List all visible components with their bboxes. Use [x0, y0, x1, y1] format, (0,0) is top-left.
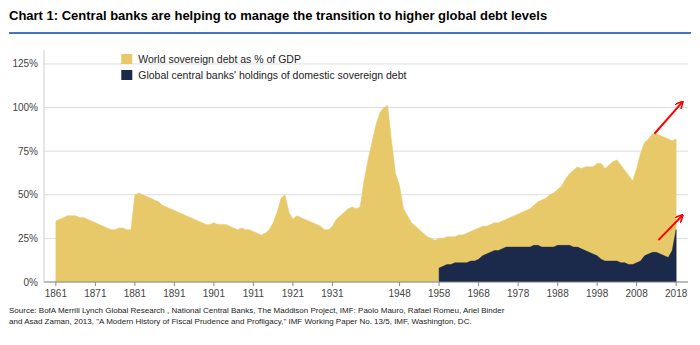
- x-tick-label: 1891: [163, 288, 186, 299]
- arrow: [658, 216, 682, 240]
- x-tick: [134, 282, 135, 286]
- x-tick: [597, 282, 598, 286]
- x-tick-label: 1931: [321, 288, 344, 299]
- source-line: Source: BofA Merrill Lynch Global Resear…: [9, 306, 505, 315]
- x-tick-label: 1881: [124, 288, 147, 299]
- y-tick-label: 0%: [24, 277, 39, 288]
- x-tick-label: 1948: [388, 288, 411, 299]
- legend-label: Global central banks' holdings of domest…: [138, 69, 406, 81]
- x-tick-label: 1958: [428, 288, 451, 299]
- arrow: [654, 102, 682, 133]
- x-tick-label: 1901: [203, 288, 226, 299]
- chart: Chart 1: Central banks are helping to ma…: [0, 0, 700, 345]
- x-tick-label: 1921: [282, 288, 305, 299]
- x-tick-label: 1968: [467, 288, 490, 299]
- title: Chart 1: Central banks are helping to ma…: [9, 8, 547, 23]
- x-tick: [55, 282, 56, 286]
- x-tick: [399, 282, 400, 286]
- legend-label: World sovereign debt as % of GDP: [138, 53, 301, 65]
- x-tick-label: 1871: [84, 288, 107, 299]
- x-tick: [292, 282, 293, 286]
- legend-swatch: [121, 70, 132, 80]
- y-tick-label: 25%: [18, 233, 38, 244]
- header-rule: [9, 32, 691, 34]
- x-axis-line: [44, 282, 688, 283]
- x-tick-label: 1861: [45, 288, 68, 299]
- x-tick: [253, 282, 254, 286]
- x-tick-label: 1988: [546, 288, 569, 299]
- legend-swatch: [121, 54, 132, 64]
- x-tick: [636, 282, 637, 286]
- x-tick: [518, 282, 519, 286]
- x-tick-label: 1978: [507, 288, 530, 299]
- y-tick-label: 125%: [12, 58, 38, 69]
- y-axis-line: [44, 50, 45, 282]
- x-tick: [478, 282, 479, 286]
- area: [56, 106, 676, 282]
- grid: [44, 64, 688, 282]
- legend: World sovereign debt as % of GDP Global c…: [121, 53, 406, 81]
- x-tick: [213, 282, 214, 286]
- x-tick: [174, 282, 175, 286]
- x-tick-label: 2018: [665, 288, 688, 299]
- source-line: and Asad Zaman, 2013, "A Modern History …: [9, 317, 472, 326]
- grid-line: [44, 151, 688, 152]
- grid-line: [44, 282, 688, 283]
- x-tick: [332, 282, 333, 286]
- x-tick-label: 1911: [243, 288, 265, 299]
- x-tick: [439, 282, 440, 286]
- x-tick: [557, 282, 558, 286]
- y-tick-label: 100%: [12, 102, 38, 113]
- areas: [56, 106, 676, 282]
- area: [439, 230, 676, 282]
- background: [0, 0, 700, 345]
- y-tick-label: 50%: [18, 189, 38, 200]
- source: Source: BofA Merrill Lynch Global Resear…: [9, 306, 505, 326]
- y-tick-label: 75%: [18, 146, 38, 157]
- x-tick-label: 1998: [586, 288, 609, 299]
- x-tick: [676, 282, 677, 286]
- grid-line: [44, 107, 688, 108]
- x-tick-label: 2008: [626, 288, 649, 299]
- x-tick: [95, 282, 96, 286]
